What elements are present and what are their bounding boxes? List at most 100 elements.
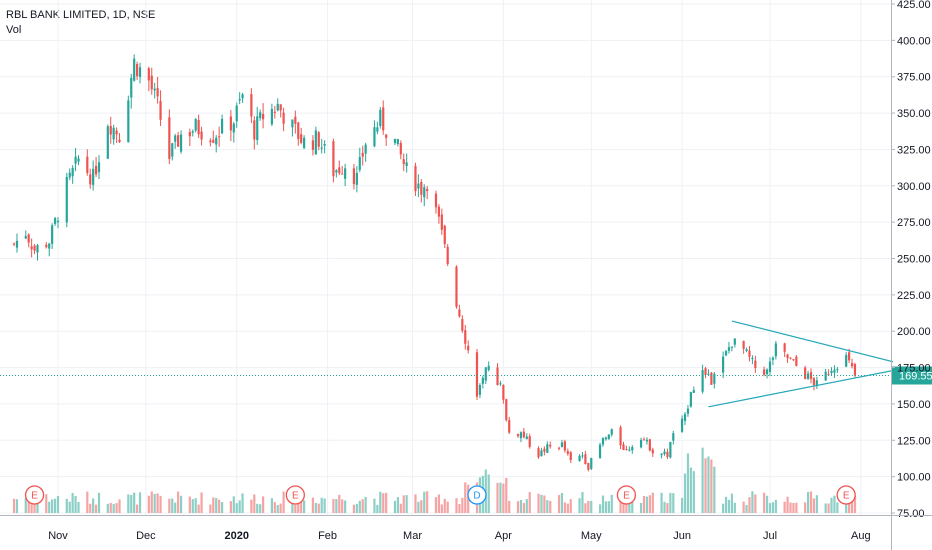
volume-bar: [601, 495, 605, 513]
volume-bar: [168, 498, 171, 513]
volume-bar: [549, 500, 552, 513]
candle-body: [680, 418, 684, 432]
triangle-trendlines[interactable]: [708, 320, 894, 408]
candle-body: [30, 246, 33, 250]
candle-body: [528, 436, 531, 447]
volume-bar: [215, 498, 218, 513]
candle-body: [341, 173, 344, 175]
volume-bar: [537, 493, 540, 513]
candle-body: [546, 444, 549, 453]
candle-body: [276, 103, 279, 111]
candle-body: [745, 349, 748, 352]
y-tick-label: 75.00: [897, 508, 925, 520]
candle-body: [733, 338, 736, 345]
candle-body: [71, 167, 74, 177]
candle-body: [420, 181, 423, 195]
volume-bar: [297, 499, 300, 513]
volume-bar: [663, 501, 666, 513]
candle-body: [516, 434, 520, 437]
dividend-event-marker[interactable]: D: [467, 485, 487, 505]
volume-bar: [850, 493, 854, 513]
candle-body: [440, 214, 443, 230]
event-circle[interactable]: [836, 485, 856, 505]
candle-body: [537, 448, 540, 458]
x-tick-label: Mar: [403, 530, 422, 542]
candle-body: [672, 433, 675, 441]
x-tick-label: Dec: [136, 530, 156, 542]
volume-bar: [804, 502, 807, 513]
candle-body: [540, 450, 543, 457]
volume-bar: [138, 492, 142, 513]
volume-bar: [282, 491, 285, 513]
volume-bar: [33, 497, 36, 513]
candle-body: [355, 172, 358, 185]
volume-bar: [660, 492, 663, 513]
candle-body: [804, 367, 807, 379]
candle-body: [197, 120, 200, 135]
candle-body: [434, 193, 438, 208]
volume-bar: [692, 471, 695, 513]
candle-body: [379, 109, 382, 126]
volume-bar: [253, 494, 256, 513]
candle-body: [51, 225, 54, 244]
volume-bar: [177, 491, 180, 513]
candle-body: [850, 362, 854, 367]
event-circle[interactable]: [24, 485, 45, 505]
candle-body: [610, 429, 613, 435]
volume-bar: [774, 499, 777, 513]
candle-body: [525, 436, 528, 440]
volume-bar: [853, 496, 857, 513]
volume-bar: [645, 496, 649, 513]
candle-body: [56, 220, 60, 223]
volume-bar: [300, 495, 303, 513]
trendline-upper[interactable]: [731, 320, 894, 363]
earnings-event-marker[interactable]: E: [285, 485, 305, 505]
event-circle[interactable]: [467, 485, 487, 505]
volume-bar: [133, 492, 136, 513]
candle-body: [250, 94, 253, 117]
event-circle[interactable]: [616, 485, 637, 505]
candle-body: [642, 439, 646, 441]
volume-bar: [382, 493, 385, 513]
candle-body: [159, 101, 162, 120]
candle-body: [150, 75, 153, 90]
earnings-event-marker[interactable]: E: [836, 485, 856, 505]
volume-bar: [496, 482, 499, 513]
candle-body: [200, 131, 203, 140]
volume-bar: [112, 504, 115, 513]
volume-bar: [417, 501, 420, 513]
x-tick-label: Nov: [48, 530, 68, 542]
y-tick-label: 200.00: [897, 326, 931, 338]
earnings-event-marker[interactable]: E: [616, 485, 637, 505]
candle-body: [437, 206, 440, 217]
last-price-label: 169.55: [899, 370, 932, 382]
volume-bar: [666, 503, 669, 513]
trendline-lower[interactable]: [708, 369, 894, 408]
volume-bar: [53, 498, 57, 513]
volume-bar: [159, 495, 162, 513]
candle-body: [607, 434, 610, 439]
earnings-event-marker[interactable]: E: [24, 485, 45, 505]
candle-body: [177, 135, 180, 147]
candle-body: [686, 408, 690, 414]
volume-bar: [464, 482, 467, 513]
candle-body: [622, 444, 625, 450]
candle-body: [645, 439, 649, 442]
candle-body: [713, 373, 716, 384]
candle-body: [314, 130, 317, 155]
candle-body: [478, 385, 482, 395]
volume-bar: [118, 499, 121, 513]
volume-bar: [423, 491, 426, 513]
candle-body: [417, 183, 420, 189]
candle-body: [358, 157, 361, 170]
event-circle[interactable]: [285, 485, 305, 505]
candle-body: [174, 135, 177, 142]
candle-body: [53, 218, 57, 224]
candle-body: [33, 245, 36, 251]
volume-bar: [809, 491, 813, 513]
candle-body: [364, 144, 367, 154]
candle-body: [604, 437, 608, 440]
candle-body: [730, 346, 733, 348]
